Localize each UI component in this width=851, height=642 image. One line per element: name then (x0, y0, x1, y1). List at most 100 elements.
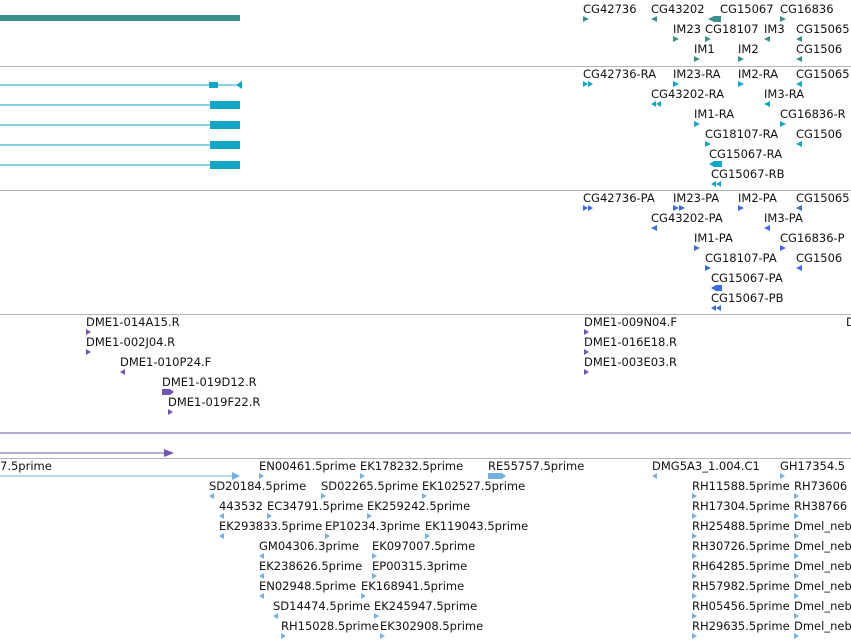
clone-feature[interactable]: DME1-003E03.R (584, 355, 678, 369)
est-feature[interactable]: RH38766 (794, 499, 848, 513)
est-feature[interactable]: EK259242.5prime (367, 499, 471, 513)
transcript-feature[interactable]: CG1506 (796, 127, 843, 141)
proteins-track: CG42736-PA IM23-PA IM2-PA CG15065 CG4320… (0, 190, 851, 314)
est-feature[interactable]: Dmel_neb (794, 619, 851, 633)
clone-feature[interactable]: DME1-010P24.F (120, 355, 212, 369)
transcript-feature[interactable]: CG42736-RA (583, 67, 657, 81)
gene-feature[interactable]: CG43202 (651, 2, 705, 16)
est-feature[interactable]: EK097007.5prime (372, 539, 476, 553)
transcript-feature[interactable]: CG16836-R (780, 107, 846, 121)
protein-glyphs (583, 205, 802, 311)
est-feature[interactable]: RH15028.5prime (281, 619, 379, 633)
clone-feature[interactable]: DME1-019F22.R (168, 395, 261, 409)
est-feature[interactable]: EP10234.3prime (325, 519, 421, 533)
est-feature[interactable]: RE55757.5prime (488, 459, 585, 473)
transcript-feature[interactable]: CG43202-RA (651, 87, 725, 101)
clone-span-lines (0, 432, 851, 457)
gene-glyphs (583, 16, 802, 62)
est-feature[interactable]: DMG5A3_1.004.C1 (652, 459, 760, 473)
est-feature[interactable]: RH57982.5prime (692, 579, 790, 593)
transcript-feature[interactable]: CG15067-RA (709, 147, 783, 161)
transcript-glyphs (583, 81, 802, 187)
gene-feature[interactable]: IM2 (738, 42, 759, 56)
est-feature[interactable]: GM04306.3prime (259, 539, 359, 553)
est-feature[interactable]: EK168941.5prime (361, 579, 465, 593)
transcript-span-lines (0, 81, 242, 169)
gene-feature[interactable]: IM3 (764, 22, 785, 36)
transcript-feature[interactable]: IM3-RA (764, 87, 805, 101)
est-feature[interactable]: Dmel_neb (794, 599, 851, 613)
clone-glyphs (86, 329, 589, 415)
est-feature[interactable]: RH29635.5prime (692, 619, 790, 633)
transcript-feature[interactable]: IM1-RA (694, 107, 735, 121)
protein-feature[interactable]: CG15067-PA (711, 271, 783, 285)
est-feature[interactable]: EK119043.5prime (425, 519, 529, 533)
transcript-feature[interactable]: IM2-RA (738, 67, 779, 81)
ests-track: 7.5prime EN00461.5prime EK178232.5prime … (0, 458, 851, 642)
est-feature[interactable]: EN00461.5prime (259, 459, 356, 473)
est-feature[interactable]: SD20184.5prime (209, 479, 307, 493)
clone-feature[interactable]: DME1-014A15.R (86, 315, 180, 329)
gene-feature[interactable]: CG16836 (780, 2, 834, 16)
est-feature[interactable]: RH11588.5prime (692, 479, 790, 493)
track-separator (0, 66, 851, 67)
clone-feature[interactable]: D (846, 315, 851, 329)
protein-feature[interactable]: CG15067-PB (711, 291, 784, 305)
track-separator (0, 458, 851, 459)
protein-feature[interactable]: IM3-PA (764, 211, 803, 225)
gene-feature[interactable]: IM23 (673, 22, 701, 36)
est-feature[interactable]: EK178232.5prime (360, 459, 464, 473)
track-separator (0, 190, 851, 191)
est-feature[interactable]: GH17354.5 (780, 459, 846, 473)
est-feature[interactable]: EN02948.5prime (259, 579, 356, 593)
protein-feature[interactable]: IM2-PA (738, 191, 777, 205)
est-feature[interactable]: EK293833.5prime (219, 519, 323, 533)
est-feature[interactable]: 443532 (219, 499, 263, 513)
gene-feature[interactable]: CG18107 (705, 22, 759, 36)
est-feature[interactable]: SD02265.5prime (321, 479, 419, 493)
est-feature[interactable]: 7.5prime (0, 459, 52, 473)
est-feature[interactable]: SD14474.5prime (273, 599, 371, 613)
gene-feature[interactable]: CG1506 (796, 42, 843, 56)
est-feature[interactable]: Dmel_neb (794, 579, 851, 593)
protein-feature[interactable]: CG15065 (796, 191, 850, 205)
gene-feature[interactable]: IM1 (694, 42, 715, 56)
est-feature[interactable]: EP00315.3prime (372, 559, 468, 573)
est-span-lines (0, 472, 240, 480)
protein-feature[interactable]: CG18107-PA (705, 251, 777, 265)
clone-feature[interactable]: DME1-002J04.R (86, 335, 176, 349)
clone-feature[interactable]: DME1-009N04.F (584, 315, 677, 329)
clone-feature[interactable]: DME1-019D12.R (162, 375, 257, 389)
est-feature[interactable]: RH05456.5prime (692, 599, 790, 613)
gene-feature[interactable]: CG15067 (720, 2, 774, 16)
est-feature[interactable]: Dmel_neb (794, 559, 851, 573)
est-feature[interactable]: RH17304.5prime (692, 499, 790, 513)
protein-feature[interactable]: CG42736-PA (583, 191, 655, 205)
est-feature[interactable]: RH64285.5prime (692, 559, 790, 573)
est-feature[interactable]: RH25488.5prime (692, 519, 790, 533)
est-feature[interactable]: RH30726.5prime (692, 539, 790, 553)
est-feature[interactable]: EK238626.5prime (259, 559, 363, 573)
est-feature[interactable]: Dmel_neb (794, 539, 851, 553)
protein-feature[interactable]: CG1506 (796, 251, 843, 265)
transcript-feature[interactable]: CG18107-RA (705, 127, 779, 141)
protein-feature[interactable]: IM23-PA (673, 191, 720, 205)
gene-feature[interactable]: CG15065 (796, 22, 850, 36)
transcript-feature[interactable]: CG15067-RB (711, 167, 785, 181)
transcript-feature[interactable]: IM23-RA (673, 67, 721, 81)
est-feature[interactable]: RH73606 (794, 479, 848, 493)
est-feature[interactable]: EK102527.5prime (422, 479, 526, 493)
gene-feature[interactable]: CG42736 (583, 2, 637, 16)
est-feature[interactable]: EK245947.5prime (374, 599, 478, 613)
est-feature[interactable]: Dmel_neb (794, 519, 851, 533)
transcript-feature[interactable]: CG15065 (796, 67, 850, 81)
protein-feature[interactable]: CG43202-PA (651, 211, 723, 225)
gene-span-bar (0, 15, 240, 21)
genes-track: CG42736 CG43202 CG15067 CG16836 IM23 CG1… (0, 0, 851, 66)
protein-feature[interactable]: CG16836-P (780, 231, 845, 245)
clone-feature[interactable]: DME1-016E18.R (584, 335, 678, 349)
est-feature[interactable]: EK302908.5prime (380, 619, 484, 633)
protein-feature[interactable]: IM1-PA (694, 231, 733, 245)
est-feature[interactable]: EC34791.5prime (267, 499, 364, 513)
